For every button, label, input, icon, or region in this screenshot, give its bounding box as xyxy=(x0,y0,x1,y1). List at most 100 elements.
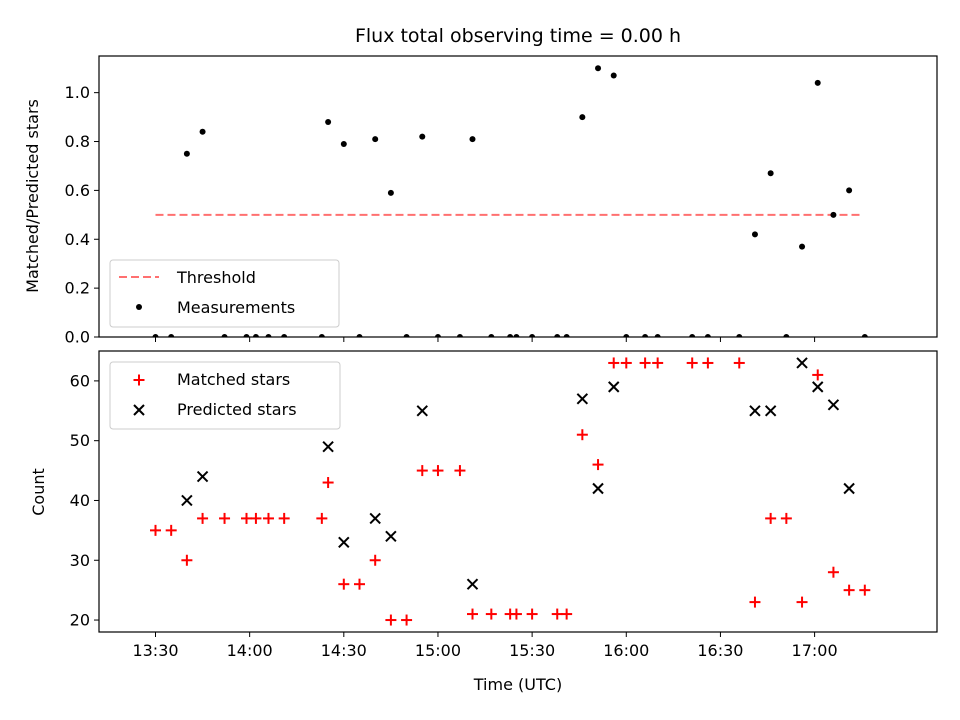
measurement-point xyxy=(689,334,696,337)
matched-star-point xyxy=(369,554,381,566)
matched-star-point xyxy=(454,465,466,477)
measurement-point xyxy=(265,334,272,337)
measurement-point xyxy=(243,334,250,337)
matched-star-point xyxy=(278,512,290,524)
predicted-star-point xyxy=(338,536,350,549)
ratio-panel: 0.0 0.2 0.4 0.6 0.8 1.0 Threshold Measurements xyxy=(65,55,938,347)
measurement-point xyxy=(340,140,347,147)
predicted-star-point xyxy=(812,381,824,393)
measurement-point xyxy=(152,334,159,337)
predicted-star-point xyxy=(196,470,209,483)
measurement-point xyxy=(488,334,495,337)
matched-star-point xyxy=(197,512,209,524)
matched-star-point xyxy=(262,512,274,524)
x-tick-label: 14:30 xyxy=(321,641,367,660)
y-tick-label: 20 xyxy=(70,611,90,630)
predicted-star-point xyxy=(796,357,808,369)
measurement-point xyxy=(387,189,394,196)
matched-star-point xyxy=(652,357,664,369)
matched-star-point xyxy=(322,477,334,489)
matched-star-point xyxy=(165,524,177,536)
matched-star-point xyxy=(250,512,262,524)
matched-star-point xyxy=(338,578,350,590)
legend-matched-label: Matched stars xyxy=(177,370,290,389)
matched-star-point xyxy=(686,357,698,369)
measurement-point xyxy=(814,79,821,86)
predicted-star-point xyxy=(385,530,397,543)
measurement-point xyxy=(554,334,561,337)
y-tick-label: 60 xyxy=(70,371,90,390)
matched-star-point xyxy=(385,614,397,626)
legend: Threshold Measurements xyxy=(109,259,340,328)
measurement-point xyxy=(507,334,514,337)
predicted-star-point xyxy=(749,405,761,417)
matched-star-point xyxy=(620,357,632,369)
matched-star-point xyxy=(510,608,522,620)
matched-star-point xyxy=(432,465,444,477)
measurement-point xyxy=(704,334,711,337)
matched-star-point xyxy=(576,429,588,441)
y-tick-label: 0.4 xyxy=(65,230,90,249)
predicted-star-point xyxy=(181,494,193,507)
top-y-axis-label: Matched/Predicted stars xyxy=(23,99,42,293)
matched-star-point xyxy=(354,578,366,590)
matched-star-point xyxy=(181,554,193,566)
matched-star-point xyxy=(241,512,253,524)
matched-star-point xyxy=(780,512,792,524)
measurement-point xyxy=(199,128,206,135)
count-panel: 13:30 14:00 14:30 15:00 15:30 16:00 16:30 17:00… xyxy=(70,350,938,660)
matched-star-point xyxy=(608,357,620,369)
matched-star-point xyxy=(827,566,839,578)
measurement-point xyxy=(654,334,661,337)
x-tick-label: 15:00 xyxy=(415,641,461,660)
measurement-point xyxy=(736,334,743,337)
y-tick-label: 30 xyxy=(70,551,90,570)
y-tick-label: 1.0 xyxy=(65,83,90,102)
legend-predicted-label: Predicted stars xyxy=(177,400,297,419)
legend-predicted-swatch xyxy=(133,404,145,416)
measurement-point xyxy=(783,334,790,337)
matched-star-point xyxy=(592,459,604,471)
y-tick-label: 0.6 xyxy=(65,181,90,200)
measurement-point xyxy=(325,118,332,125)
x-tick-label: 13:30 xyxy=(132,641,178,660)
x-tick-label: 16:30 xyxy=(697,641,743,660)
matched-star-point xyxy=(765,512,777,524)
matched-star-point xyxy=(149,524,161,536)
measurement-point xyxy=(751,231,758,238)
legend-box xyxy=(109,361,341,430)
predicted-star-point xyxy=(843,482,855,495)
legend: Matched stars Predicted stars xyxy=(109,361,341,430)
bottom-y-axis-label: Count xyxy=(29,468,48,516)
plot-area xyxy=(149,357,871,626)
matched-star-point xyxy=(796,596,808,608)
predicted-star-point xyxy=(322,440,334,453)
measurement-point xyxy=(168,334,175,337)
matched-star-point xyxy=(733,357,745,369)
measurement-point xyxy=(419,133,426,140)
axes-frame xyxy=(98,350,938,633)
measurement-point xyxy=(183,150,190,157)
predicted-star-point xyxy=(576,393,589,405)
chart-title: Flux total observing time = 0.00 h xyxy=(355,25,681,47)
measurement-point xyxy=(318,334,325,337)
matched-star-point xyxy=(702,357,714,369)
matched-star-point xyxy=(843,584,855,596)
measurement-point xyxy=(642,334,649,337)
measurement-point xyxy=(403,334,410,337)
x-tick-label: 16:00 xyxy=(603,641,649,660)
matched-star-point xyxy=(485,608,497,620)
x-axis-label: Time (UTC) xyxy=(473,675,562,694)
x-tick-label: 14:00 xyxy=(227,641,273,660)
measurement-point xyxy=(861,334,868,337)
matched-star-point xyxy=(526,608,538,620)
legend-measurements-swatch xyxy=(136,304,142,310)
measurement-point xyxy=(529,334,536,337)
y-tick-label: 40 xyxy=(70,491,90,510)
measurement-point xyxy=(623,334,630,337)
measurement-point xyxy=(356,334,363,337)
measurement-point xyxy=(799,243,806,250)
matched-star-point xyxy=(749,596,761,608)
measurement-point xyxy=(513,334,520,337)
